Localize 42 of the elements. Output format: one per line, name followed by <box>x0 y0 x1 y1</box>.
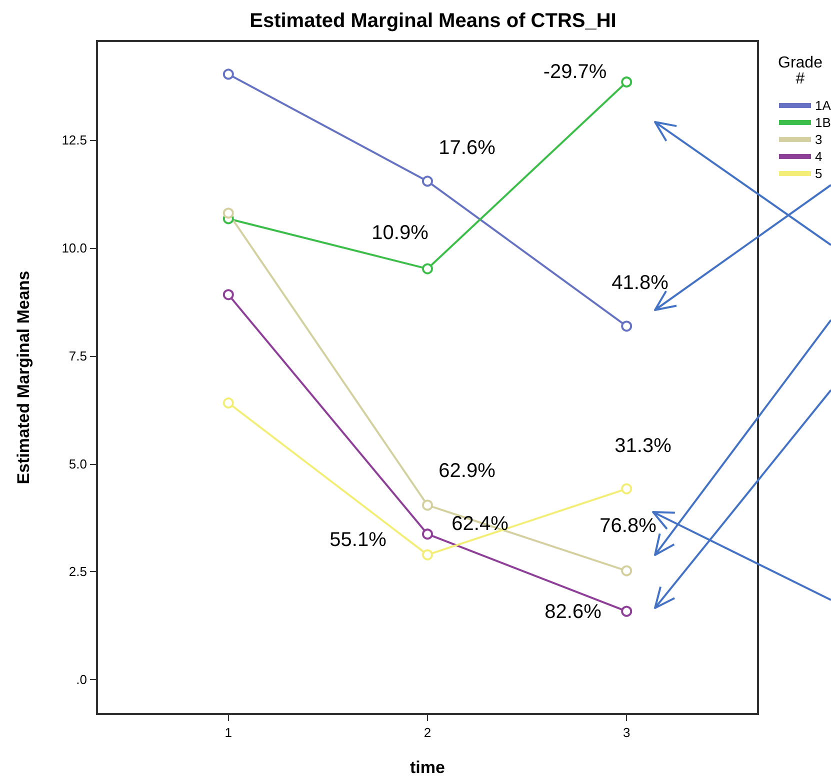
legend-label: 4 <box>815 149 822 164</box>
annotation: -29.7% <box>543 61 607 83</box>
x-axis-title: time <box>410 758 445 777</box>
annotation: 62.9% <box>438 460 496 482</box>
x-tick-label: 3 <box>622 725 630 740</box>
point <box>621 565 632 576</box>
point <box>422 176 433 187</box>
legend-label: 5 <box>815 166 822 181</box>
y-axis-title: Estimated Marginal Means <box>14 270 33 484</box>
point <box>621 320 632 332</box>
x-tick-label: 1 <box>224 725 232 740</box>
y-tick-label: 12.5 <box>62 132 87 148</box>
y-tick-label: 7.5 <box>68 348 87 364</box>
legend-title: Grade # <box>778 54 823 88</box>
annotation: 62.4% <box>452 513 509 535</box>
point <box>422 263 433 274</box>
annotation: 17.6% <box>438 137 496 159</box>
annotation: 76.8% <box>600 515 657 537</box>
point <box>422 549 433 560</box>
annotation: 31.3% <box>614 435 672 457</box>
point <box>621 606 632 617</box>
y-tick-label: 10.0 <box>62 240 87 256</box>
point <box>222 208 234 219</box>
point <box>422 528 433 540</box>
annotation: 41.8% <box>612 272 669 294</box>
annotation: 55.1% <box>330 529 387 551</box>
y-tick-label: 2.5 <box>68 564 87 580</box>
y-tick-label: 5.0 <box>68 456 87 472</box>
point <box>222 289 234 300</box>
annotation: 82.6% <box>544 601 602 623</box>
legend-label: 3 <box>815 132 822 147</box>
annotation: 10.9% <box>372 222 429 244</box>
chart-title: Estimated Marginal Means of CTRS_HI <box>250 10 616 32</box>
y-tick-label: .0 <box>76 672 87 687</box>
legend-label: 1A <box>815 98 831 113</box>
point <box>422 500 433 511</box>
point <box>621 76 632 88</box>
point <box>621 483 632 494</box>
legend-label: 1B <box>815 115 831 130</box>
point <box>222 397 234 408</box>
x-tick-label: 2 <box>424 725 432 740</box>
point <box>222 68 234 80</box>
